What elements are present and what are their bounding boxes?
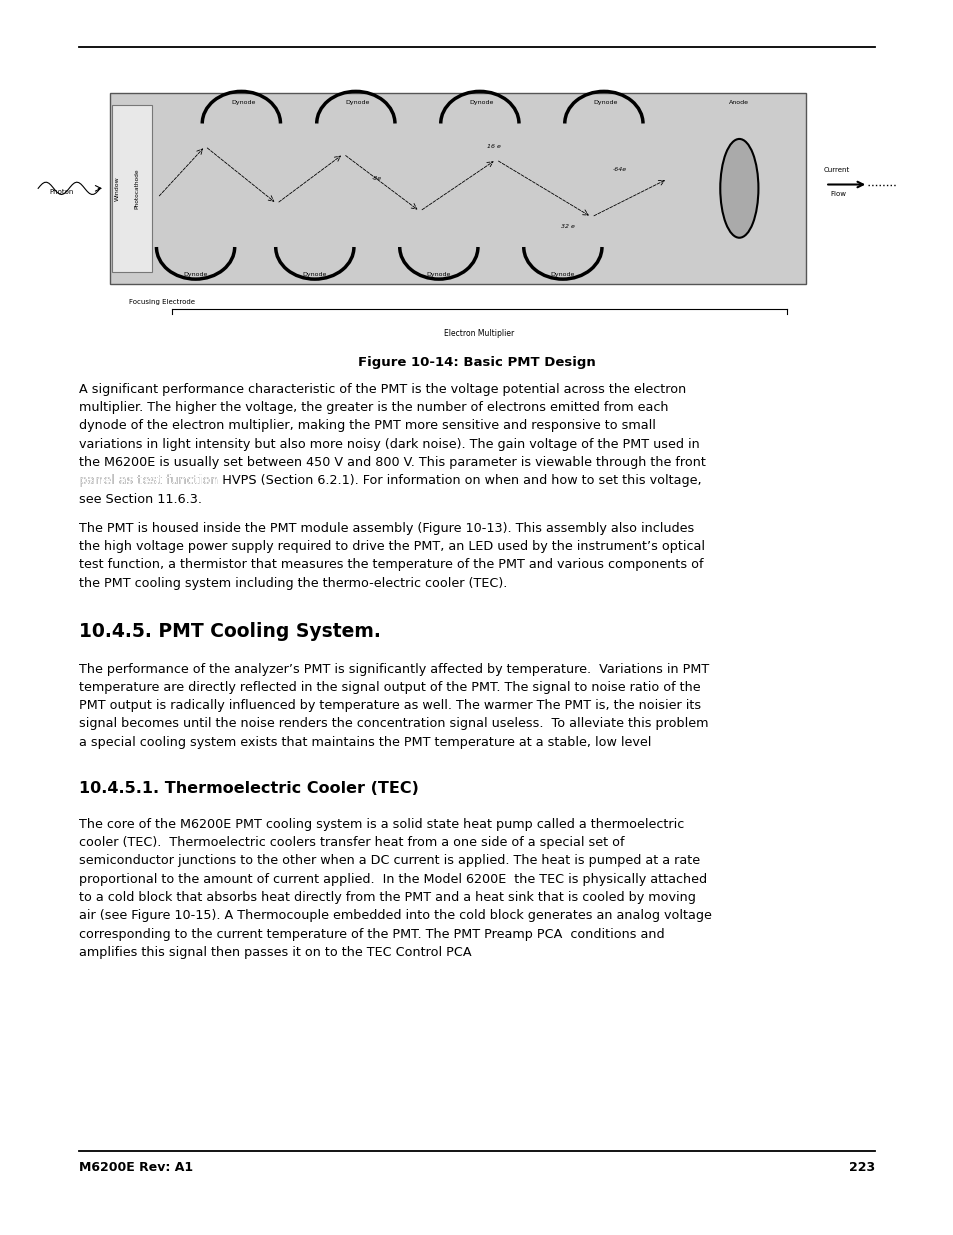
Text: test function, a thermistor that measures the temperature of the PMT and various: test function, a thermistor that measure…	[79, 558, 703, 572]
Text: Dynode: Dynode	[231, 100, 255, 105]
Text: corresponding to the current temperature of the PMT. The PMT Preamp PCA  conditi: corresponding to the current temperature…	[79, 927, 664, 941]
Text: to a cold block that absorbs heat directly from the PMT and a heat sink that is : to a cold block that absorbs heat direct…	[79, 890, 696, 904]
Text: air (see Figure 10-15). A Thermocouple embedded into the cold block generates an: air (see Figure 10-15). A Thermocouple e…	[79, 909, 711, 923]
Text: panel as test function HVPS (Section 6.2.1). For information on when and how to : panel as test function HVPS (Section 6.2…	[79, 474, 701, 488]
Bar	[110, 93, 805, 284]
Text: M6200E Rev: A1: M6200E Rev: A1	[79, 1161, 193, 1174]
Text: Photocathode: Photocathode	[133, 168, 139, 209]
Text: variations in light intensity but also more noisy (dark noise). The gain voltage: variations in light intensity but also m…	[79, 437, 700, 451]
Text: Focusing Electrode: Focusing Electrode	[129, 299, 194, 305]
Bar	[112, 105, 152, 272]
Text: 16 e: 16 e	[487, 143, 500, 148]
Text: PMT output is radically influenced by temperature as well. The warmer The PMT is: PMT output is radically influenced by te…	[79, 699, 700, 713]
Text: cooler (TEC).  Thermoelectric coolers transfer heat from a one side of a special: cooler (TEC). Thermoelectric coolers tra…	[79, 836, 624, 850]
Text: Figure 10-14: Basic PMT Design: Figure 10-14: Basic PMT Design	[357, 356, 596, 369]
Text: proportional to the amount of current applied.  In the Model 6200E  the TEC is p: proportional to the amount of current ap…	[79, 873, 706, 885]
Text: Current: Current	[822, 167, 849, 173]
Text: Dynode: Dynode	[550, 272, 575, 277]
Text: The performance of the analyzer’s PMT is significantly affected by temperature. : The performance of the analyzer’s PMT is…	[79, 662, 709, 676]
Ellipse shape	[720, 138, 758, 237]
Text: The PMT is housed inside the PMT module assembly (Figure 10-13). This assembly a: The PMT is housed inside the PMT module …	[79, 521, 694, 535]
Text: see Section 11.6.3.: see Section 11.6.3.	[79, 493, 202, 505]
Text: Window: Window	[114, 175, 120, 201]
Text: 32 e: 32 e	[560, 224, 574, 230]
Text: multiplier. The higher the voltage, the greater is the number of electrons emitt: multiplier. The higher the voltage, the …	[79, 401, 668, 414]
Text: Flow: Flow	[829, 191, 845, 198]
Text: Dynode: Dynode	[345, 100, 370, 105]
Text: panel as test function: panel as test function	[79, 474, 222, 488]
Text: Photon: Photon	[50, 189, 74, 195]
Text: -64e: -64e	[613, 167, 626, 172]
Text: -8e: -8e	[372, 177, 381, 182]
Text: signal becomes until the noise renders the concentration signal useless.  To all: signal becomes until the noise renders t…	[79, 718, 708, 730]
Text: Dynode: Dynode	[469, 100, 494, 105]
Text: Dynode: Dynode	[302, 272, 327, 277]
Text: 10.4.5. PMT Cooling System.: 10.4.5. PMT Cooling System.	[79, 622, 380, 641]
Text: a special cooling system exists that maintains the PMT temperature at a stable, : a special cooling system exists that mai…	[79, 736, 651, 748]
Text: semiconductor junctions to the other when a DC current is applied. The heat is p: semiconductor junctions to the other whe…	[79, 855, 700, 867]
Text: 223: 223	[848, 1161, 874, 1174]
Text: The core of the M6200E PMT cooling system is a solid state heat pump called a th: The core of the M6200E PMT cooling syste…	[79, 818, 683, 831]
Text: Dynode: Dynode	[183, 272, 208, 277]
Text: temperature are directly reflected in the signal output of the PMT. The signal t: temperature are directly reflected in th…	[79, 680, 700, 694]
Text: dynode of the electron multiplier, making the PMT more sensitive and responsive : dynode of the electron multiplier, makin…	[79, 420, 656, 432]
Text: Electron Multiplier: Electron Multiplier	[444, 329, 514, 337]
Text: Anode: Anode	[729, 100, 748, 105]
Text: the high voltage power supply required to drive the PMT, an LED used by the inst: the high voltage power supply required t…	[79, 540, 704, 553]
Text: amplifies this signal then passes it on to the TEC Control PCA: amplifies this signal then passes it on …	[79, 946, 472, 958]
Text: 10.4.5.1. Thermoelectric Cooler (TEC): 10.4.5.1. Thermoelectric Cooler (TEC)	[79, 782, 418, 797]
Text: Dynode: Dynode	[593, 100, 618, 105]
Text: Dynode: Dynode	[426, 272, 451, 277]
Text: the PMT cooling system including the thermo-electric cooler (TEC).: the PMT cooling system including the the…	[79, 577, 507, 589]
Text: A significant performance characteristic of the PMT is the voltage potential acr: A significant performance characteristic…	[79, 383, 686, 396]
Text: the M6200E is usually set between 450 V and 800 V. This parameter is viewable th: the M6200E is usually set between 450 V …	[79, 456, 705, 469]
